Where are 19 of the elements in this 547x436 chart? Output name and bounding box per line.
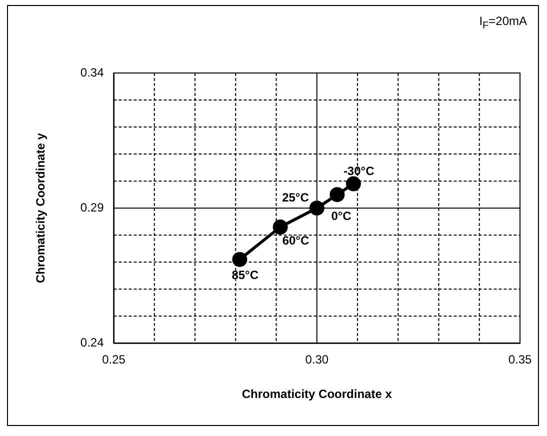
- point: [309, 200, 324, 216]
- annotation: 0°C: [331, 208, 352, 223]
- x-tick-label: 0.25: [102, 352, 126, 367]
- x-tick-label: 0.30: [305, 352, 329, 367]
- annotation: 25°C: [282, 190, 310, 204]
- y-axis-title: Chromaticity Coordinate y: [34, 132, 48, 284]
- point: [330, 187, 345, 202]
- point: [272, 220, 288, 235]
- annotation: -30°C: [343, 164, 375, 178]
- point: [232, 252, 248, 267]
- y-tick-label: 0.29: [80, 200, 104, 214]
- y-tick-label: 0.34: [80, 65, 104, 80]
- text: I$_{F}$=20mA: [479, 14, 527, 32]
- annotation: 60°C: [282, 233, 310, 248]
- annotation: 85°C: [232, 268, 259, 282]
- point: [346, 176, 361, 192]
- y-tick-label: 0.24: [80, 336, 104, 350]
- x-tick-label: 0.35: [508, 352, 532, 367]
- x-axis-title: Chromaticity Coordinate x: [242, 387, 392, 402]
